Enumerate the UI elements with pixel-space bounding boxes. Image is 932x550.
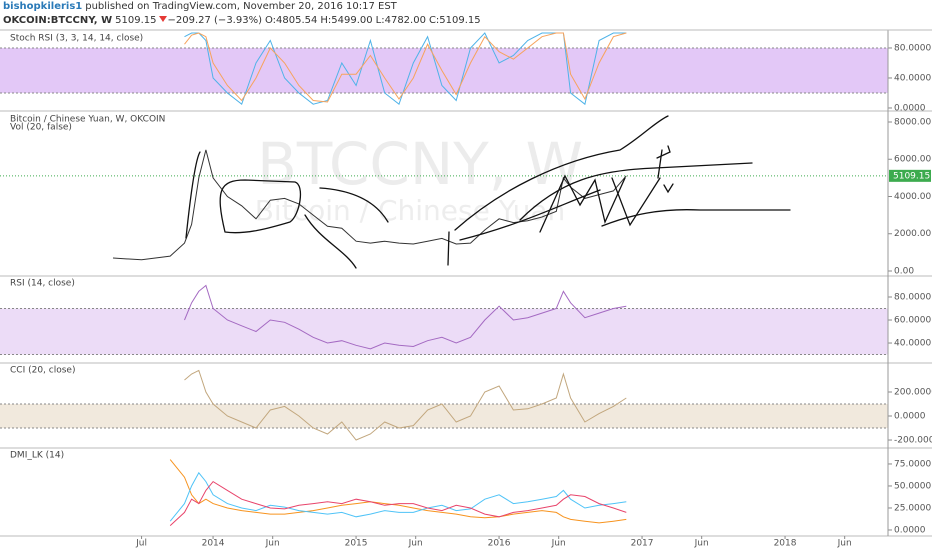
drawing	[539, 174, 626, 233]
drawing	[601, 209, 791, 227]
band	[0, 308, 888, 355]
x-tick-label: 2018	[774, 539, 797, 549]
last-price-box	[889, 169, 931, 182]
pane-label: CCI (20, close)	[10, 366, 75, 376]
y-tick-label: 25.0000	[894, 503, 931, 513]
series-line	[184, 369, 627, 441]
series-line	[169, 459, 627, 524]
open: O:4805.54	[264, 15, 318, 26]
high: H:5499.00	[320, 15, 373, 26]
drawing	[447, 231, 450, 266]
username[interactable]: bishopkileris1	[3, 1, 83, 12]
y-tick-label: -200.0000	[894, 436, 932, 446]
band	[0, 403, 888, 429]
series-line	[184, 32, 627, 103]
panes: 0.0000 40.0000 80.0000 Stoch RSI (3, 3, 14,…	[0, 29, 932, 549]
drawing	[185, 151, 201, 239]
published: published on TradingView.com, November 2…	[85, 1, 397, 12]
band	[0, 47, 888, 93]
drawing	[656, 145, 674, 194]
x-tick-label: 2015	[345, 539, 368, 549]
y-tick-label: 0.0000	[894, 103, 926, 113]
y-tick-label: 8000.00	[894, 117, 931, 127]
series-line	[112, 149, 627, 261]
y-tick-label: 80.0000	[894, 293, 931, 303]
x-tick-label: Jun	[265, 539, 280, 549]
pane-label: Vol (20, false)	[10, 123, 72, 133]
pane-label: Stoch RSI (3, 3, 14, 14, close)	[10, 34, 143, 44]
y-tick-label: 0.00	[894, 266, 914, 276]
drawing	[519, 162, 753, 221]
y-tick-label: 6000.00	[894, 155, 931, 165]
x-tick-label: Jul	[135, 539, 147, 549]
watermark-sub: Bitcoin / Chinese Yuan	[255, 194, 566, 227]
series-line	[169, 480, 627, 526]
x-tick-label: Jun	[408, 539, 423, 549]
drawings	[185, 115, 791, 269]
y-tick-label: 0.0000	[894, 412, 926, 422]
drawing	[454, 115, 669, 231]
header-line: bishopkileris1 published on TradingView.c…	[3, 0, 484, 14]
x-tick-label: Jun	[551, 539, 566, 549]
close: C:5109.15	[428, 15, 481, 26]
pane-label: DMI_LK (14)	[10, 451, 64, 461]
y-tick-label: 4000.00	[894, 192, 931, 202]
drawing	[611, 177, 661, 227]
header-line: OKCOIN:BTCCNY, W 5109.15 −209.27 (−3.93%) O…	[3, 14, 484, 28]
series-line	[184, 284, 627, 350]
pane-label: Bitcoin / Chinese Yuan, W, OKCOIN	[10, 115, 165, 125]
y-tick-label: 40.0000	[894, 339, 931, 349]
down-icon	[159, 16, 168, 22]
series-line	[169, 471, 627, 522]
y-tick-label: 80.0000	[894, 43, 931, 53]
drawing	[304, 214, 357, 269]
y-tick-label: 40.0000	[894, 73, 931, 83]
header: bishopkileris1 published on TradingView.c…	[3, 0, 484, 28]
x-tick-label: 2014	[202, 539, 225, 549]
low: L:4782.00	[375, 15, 426, 26]
y-tick-label: 2000.00	[894, 229, 931, 239]
price: 5109.15	[115, 15, 157, 26]
x-tick-label: 2016	[488, 539, 511, 549]
pane-label: RSI (14, close)	[10, 279, 75, 289]
change: −209.27 (−3.93%)	[167, 15, 262, 26]
y-tick-label: 0.0000	[894, 525, 926, 535]
drawing	[319, 187, 389, 223]
last-price-label: 5109.15	[893, 171, 930, 181]
watermark: BTCCNY, W	[257, 130, 583, 198]
x-tick-label: 2017	[631, 539, 654, 549]
y-tick-label: 50.0000	[894, 481, 931, 491]
drawing	[219, 179, 302, 234]
x-tick-label: Jun	[837, 539, 852, 549]
x-tick-label: Jun	[694, 539, 709, 549]
y-tick-label: 60.0000	[894, 316, 931, 326]
y-tick-label: 75.0000	[894, 459, 931, 469]
y-tick-label: 200.0000	[894, 387, 932, 397]
symbol: OKCOIN:BTCCNY, W	[3, 15, 113, 26]
